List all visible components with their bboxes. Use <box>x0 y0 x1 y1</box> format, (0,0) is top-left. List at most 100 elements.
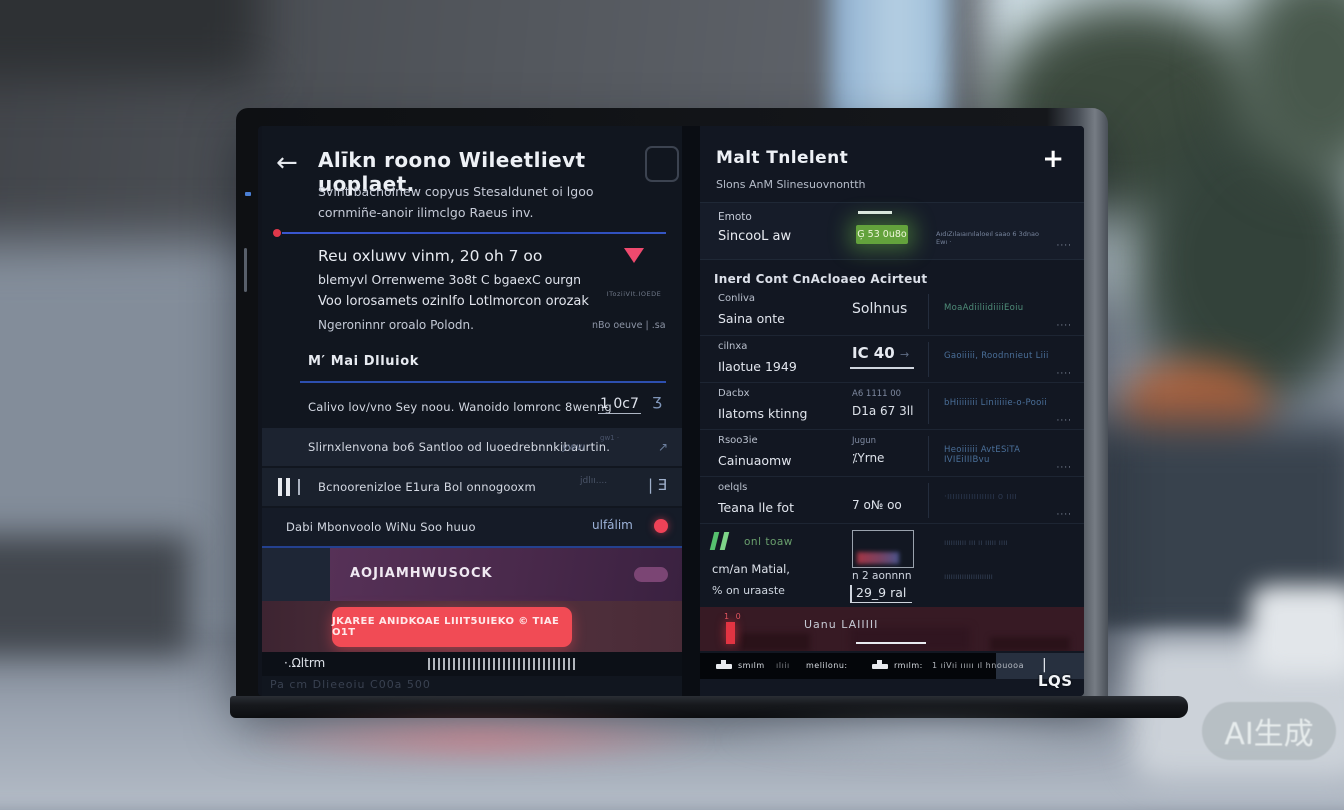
right-panel: Malt Tnlelent + Slons AnM Slinesuovnontt… <box>700 126 1084 696</box>
featured-topbar <box>858 211 892 214</box>
list-item-label: Dabi Mbonvoolo WiNu Soo huuo <box>286 520 476 534</box>
cta-row: JKAREE ANIDKOAE LIIIT5UIEKO © TIAE O1T <box>262 601 682 652</box>
add-icon[interactable]: + <box>1042 144 1064 174</box>
left-panel: ← Alīkn roono Wileetlievt uoplaet. Svint… <box>262 126 682 696</box>
timeline-dot <box>273 229 281 237</box>
more-options-icon[interactable]: ···· <box>1056 241 1072 251</box>
column-divider <box>928 342 929 377</box>
banner-text: Uanu LAIIIII <box>804 618 879 631</box>
column-divider <box>928 483 929 518</box>
ai-watermark: AI生成 <box>1202 702 1336 760</box>
table-row[interactable]: Dacbx Ilatoms ktinng A6 1111 00 D1a 67 3… <box>700 382 1084 430</box>
bezel-tick <box>244 248 247 292</box>
promo-banner[interactable]: AOJIAMHWUSOCK <box>262 548 682 601</box>
footer-logo: LQS <box>1038 672 1073 690</box>
panel-subtitle: Slons AnM Slinesuovnontth <box>716 178 866 191</box>
row-link: ·ıııııııııııııııııı o ıııı <box>944 492 1018 502</box>
alert-banner[interactable]: 1 0 Uanu LAIIIII <box>700 607 1084 651</box>
back-icon[interactable]: ← <box>276 148 298 178</box>
featured-meta: AıdıZılaıaınılaloeıl saao 6 3dnao Ewı · <box>936 230 1039 246</box>
footer-item[interactable]: rmılm: <box>894 661 923 670</box>
featured-row[interactable]: Emoto SincooL aw Ģ 53 0u8o AıdıZılaıaını… <box>700 202 1084 260</box>
row-link[interactable]: bHiiiiiiii Liniiiiie-o-Pooii <box>944 398 1047 408</box>
list-item[interactable]: Slirnxlenvona bo6 Santloo od luoedrebnnk… <box>262 428 682 466</box>
app-screen: ← Alīkn roono Wileetlievt uoplaet. Svint… <box>258 126 1084 696</box>
featured-name: SincooL aw <box>718 229 792 244</box>
list-item-value: ulfálim <box>592 518 633 532</box>
more-options-icon[interactable]: ···· <box>1056 510 1072 520</box>
more-options-icon[interactable]: ···· <box>1056 321 1072 331</box>
more-options-icon[interactable]: ···· <box>1056 369 1072 379</box>
footer-item[interactable]: smılm <box>738 661 765 670</box>
row-label: Conliva <box>718 293 756 304</box>
hero-line-2: blemyvl Orrenweme 3o8t C bgaexC ourgn <box>318 272 582 287</box>
green-bars-icon <box>709 532 720 550</box>
list-item[interactable]: Calivo lov/vno Sey noou. Wanoido lomronc… <box>262 388 682 426</box>
row-link[interactable]: MoaAdiiliidiiiiEoiu <box>944 303 1024 313</box>
section-underline <box>300 381 666 383</box>
green-bars-icon <box>719 532 730 550</box>
row-name: Ilatoms ktinng <box>718 406 808 421</box>
stats-section: onl toaw cm/an Matial, % on uraaste n 2 … <box>700 523 1084 606</box>
arrow-icon: ↗ <box>658 440 669 454</box>
red-toggle-dot[interactable] <box>654 519 668 533</box>
list-item-label: Calivo lov/vno Sey noou. Wanoido lomronc… <box>308 400 612 414</box>
footer-item[interactable]: ıIıiı <box>776 661 790 670</box>
primary-action-button[interactable]: JKAREE ANIDKOAE LIIIT5UIEKO © TIAE O1T <box>332 607 572 647</box>
row-value: 7 o№ oo <box>852 498 902 512</box>
table-row[interactable]: oelqls Teana lle fot 7 o№ oo ·ıııııııııı… <box>700 476 1084 524</box>
row-link[interactable]: Heoiiiiii AvtESiTA IVIEiIIIBvu <box>944 445 1021 465</box>
banner-red-bar <box>726 622 735 644</box>
list-item[interactable]: Dabi Mbonvoolo WiNu Soo huuo ulfálim <box>262 508 682 546</box>
brand-triangle-icon <box>624 248 644 263</box>
featured-label: Emoto <box>718 211 752 223</box>
pause-icon-thin <box>298 479 300 495</box>
footer-input-block[interactable] <box>996 653 1084 679</box>
more-options-icon[interactable]: ···· <box>1056 416 1072 426</box>
row-value-small: A6 1111 00 <box>852 389 902 399</box>
stats-right-text: ıııııııııııııııııııııı <box>944 572 993 581</box>
row-value-underline <box>850 367 914 369</box>
laptop: ← Alīkn roono Wileetlievt uoplaet. Svint… <box>230 108 1188 718</box>
row-name: Teana lle fot <box>718 500 794 515</box>
row-value: D1a 67 3ll <box>852 404 914 418</box>
bottom-faint-text: Pa cm Dlieeoiu C00a 500 <box>270 678 431 691</box>
bookmark-outline-icon[interactable] <box>645 146 679 182</box>
thumbnail-content <box>857 552 899 564</box>
promo-banner-label: AOJIAMHWUSOCK <box>350 566 493 581</box>
page-subtitle-line2: cornmiñe-anoir ilimclgo Raeus inv. <box>318 205 534 220</box>
brand-caption: IToziiVIt.IOEDE <box>606 290 662 298</box>
footer-bar: smılm ıIıiı melilonu: rmılm: 1 ıiVıi ııı… <box>700 653 1084 679</box>
page-title: Alīkn roono Wileetlievt uoplaet. <box>318 148 586 196</box>
list-item-label: Slirnxlenvona bo6 Santloo od luoedrebnnk… <box>308 440 611 454</box>
chevron-icon: Ʒ <box>652 394 662 412</box>
row-label: cilnxa <box>718 341 748 352</box>
footer-item[interactable]: melilonu: <box>806 661 848 670</box>
desk-papers <box>1250 585 1344 675</box>
list-item-note: jdlıı.... <box>580 476 608 486</box>
stats-line-1: cm/an Matial, <box>712 562 790 576</box>
table-row[interactable]: cilnxa Ilaotue 1949 IC 40 → Gaoiiiii, Ro… <box>700 335 1084 383</box>
banner-underline <box>856 642 926 644</box>
row-value: ⁒Yrne <box>852 451 885 465</box>
list-item[interactable]: Bcnoorenizloe E1ura Bol onnogooxm jdlıı.… <box>262 468 682 506</box>
panel-divider <box>682 126 700 696</box>
table-row[interactable]: Rsoo3ie Cainuaomw Jugun ⁒Yrne Heoiiiiii … <box>700 429 1084 477</box>
bottom-strip: ·.Ωltrm <box>262 652 682 676</box>
banner-silhouette <box>740 633 810 651</box>
truck-icon <box>872 660 888 669</box>
stats-line-2: % on uraaste <box>712 584 785 597</box>
column-divider <box>928 389 929 424</box>
text-cursor: | <box>1042 657 1047 673</box>
row-label: Dacbx <box>718 388 750 399</box>
row-name: Saina onte <box>718 311 785 326</box>
stats-right-text: ıııııııııı ııı ıı ııııı ıııı <box>944 538 1008 547</box>
pause-icon <box>278 478 282 496</box>
truck-icon <box>716 660 732 669</box>
row-link[interactable]: Gaoiiiii, Roodnnieut Liii <box>944 351 1049 361</box>
table-row[interactable]: Conliva Saina onte Solhnus MoaAdiiliidii… <box>700 288 1084 335</box>
promo-toggle[interactable] <box>634 567 668 582</box>
footer-item[interactable]: 1 ıiVıi ııııı ıl hnouooa <box>932 661 1024 670</box>
more-options-icon[interactable]: ···· <box>1056 463 1072 473</box>
barcode-strip <box>428 658 578 670</box>
